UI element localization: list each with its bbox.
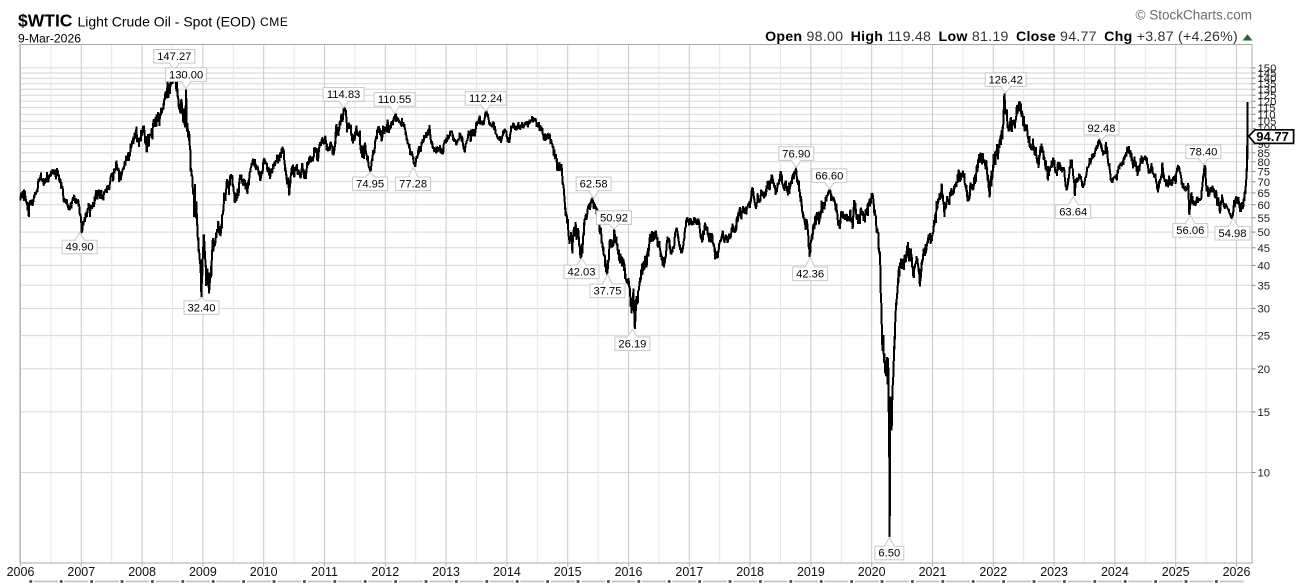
svg-text:56.06: 56.06 (1176, 225, 1204, 237)
svg-text:135: 135 (1258, 79, 1277, 91)
svg-text:2013: 2013 (432, 565, 460, 579)
svg-text:2017: 2017 (675, 565, 703, 579)
svg-text:50.92: 50.92 (600, 212, 628, 224)
svg-text:80: 80 (1258, 157, 1271, 169)
svg-text:2015: 2015 (554, 565, 582, 579)
svg-text:65: 65 (1258, 188, 1271, 200)
svg-text:145: 145 (1258, 68, 1277, 80)
svg-text:2010: 2010 (250, 565, 278, 579)
svg-text:114.83: 114.83 (327, 89, 360, 101)
svg-text:2021: 2021 (919, 565, 947, 579)
svg-text:60: 60 (1258, 200, 1271, 212)
svg-text:26.19: 26.19 (618, 339, 646, 351)
svg-text:2008: 2008 (128, 565, 156, 579)
svg-text:92.48: 92.48 (1088, 123, 1116, 135)
svg-text:2019: 2019 (797, 565, 825, 579)
svg-text:2014: 2014 (493, 565, 521, 579)
svg-text:2016: 2016 (615, 565, 643, 579)
svg-text:10: 10 (1258, 468, 1271, 480)
svg-text:77.28: 77.28 (399, 179, 427, 191)
svg-text:2020: 2020 (858, 565, 886, 579)
svg-text:63.64: 63.64 (1059, 206, 1087, 218)
svg-text:130.00: 130.00 (169, 69, 203, 81)
svg-text:Open 98.00 High 119.48 Low 81.: Open 98.00 High 119.48 Low 81.19 Close 9… (765, 29, 1238, 45)
svg-text:70: 70 (1258, 177, 1271, 189)
svg-text:32.40: 32.40 (188, 302, 216, 314)
svg-text:2006: 2006 (7, 565, 35, 579)
svg-text:112.24: 112.24 (469, 93, 502, 105)
svg-text:2012: 2012 (371, 565, 399, 579)
svg-text:30: 30 (1258, 303, 1271, 315)
svg-text:15: 15 (1258, 407, 1271, 419)
svg-text:130: 130 (1258, 84, 1277, 96)
svg-text:37.75: 37.75 (594, 286, 622, 298)
svg-text:Light Crude Oil - Spot (EOD): Light Crude Oil - Spot (EOD) (78, 14, 256, 30)
svg-text:40: 40 (1258, 260, 1271, 272)
svg-text:150: 150 (1258, 63, 1277, 75)
svg-text:9-Mar-2026: 9-Mar-2026 (18, 32, 81, 46)
svg-text:140: 140 (1258, 73, 1277, 85)
svg-text:6.50: 6.50 (878, 548, 900, 560)
svg-text:2018: 2018 (736, 565, 764, 579)
svg-text:110: 110 (1258, 109, 1276, 121)
svg-text:94.77: 94.77 (1256, 129, 1289, 144)
svg-text:74.95: 74.95 (356, 179, 384, 191)
svg-text:20: 20 (1258, 364, 1271, 376)
svg-text:54.98: 54.98 (1219, 228, 1247, 240)
svg-text:2024: 2024 (1101, 565, 1129, 579)
svg-text:2026: 2026 (1223, 565, 1251, 579)
svg-text:2007: 2007 (67, 565, 95, 579)
svg-text:42.36: 42.36 (796, 269, 824, 281)
svg-text:2011: 2011 (311, 565, 338, 579)
svg-text:55: 55 (1258, 213, 1271, 225)
svg-text:45: 45 (1258, 243, 1271, 255)
svg-text:CME: CME (260, 15, 288, 29)
svg-text:75: 75 (1258, 167, 1271, 179)
svg-text:66.60: 66.60 (815, 170, 843, 182)
svg-text:2025: 2025 (1162, 565, 1190, 579)
svg-text:© StockCharts.com: © StockCharts.com (1136, 8, 1252, 23)
svg-text:2009: 2009 (189, 565, 217, 579)
svg-text:78.40: 78.40 (1189, 147, 1217, 159)
svg-text:49.90: 49.90 (66, 242, 94, 254)
svg-text:147.27: 147.27 (157, 51, 191, 63)
svg-text:42.03: 42.03 (568, 267, 596, 279)
svg-text:50: 50 (1258, 227, 1271, 239)
svg-text:25: 25 (1258, 331, 1271, 343)
svg-text:35: 35 (1258, 280, 1271, 292)
svg-text:105: 105 (1258, 116, 1277, 128)
svg-text:62.58: 62.58 (580, 179, 608, 191)
svg-text:125: 125 (1258, 90, 1277, 102)
svg-text:2022: 2022 (979, 565, 1007, 579)
svg-text:$WTIC: $WTIC (18, 11, 73, 31)
svg-text:120: 120 (1258, 96, 1277, 108)
svg-text:2023: 2023 (1040, 565, 1068, 579)
svg-text:110.55: 110.55 (378, 94, 411, 106)
svg-text:85: 85 (1258, 148, 1271, 160)
svg-text:126.42: 126.42 (989, 74, 1023, 86)
svg-text:115: 115 (1258, 103, 1276, 115)
svg-text:76.90: 76.90 (782, 148, 810, 160)
